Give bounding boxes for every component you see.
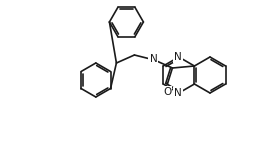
Text: N: N	[150, 54, 157, 64]
Text: O: O	[163, 87, 171, 97]
Text: N: N	[174, 52, 182, 62]
Text: N: N	[174, 88, 182, 98]
